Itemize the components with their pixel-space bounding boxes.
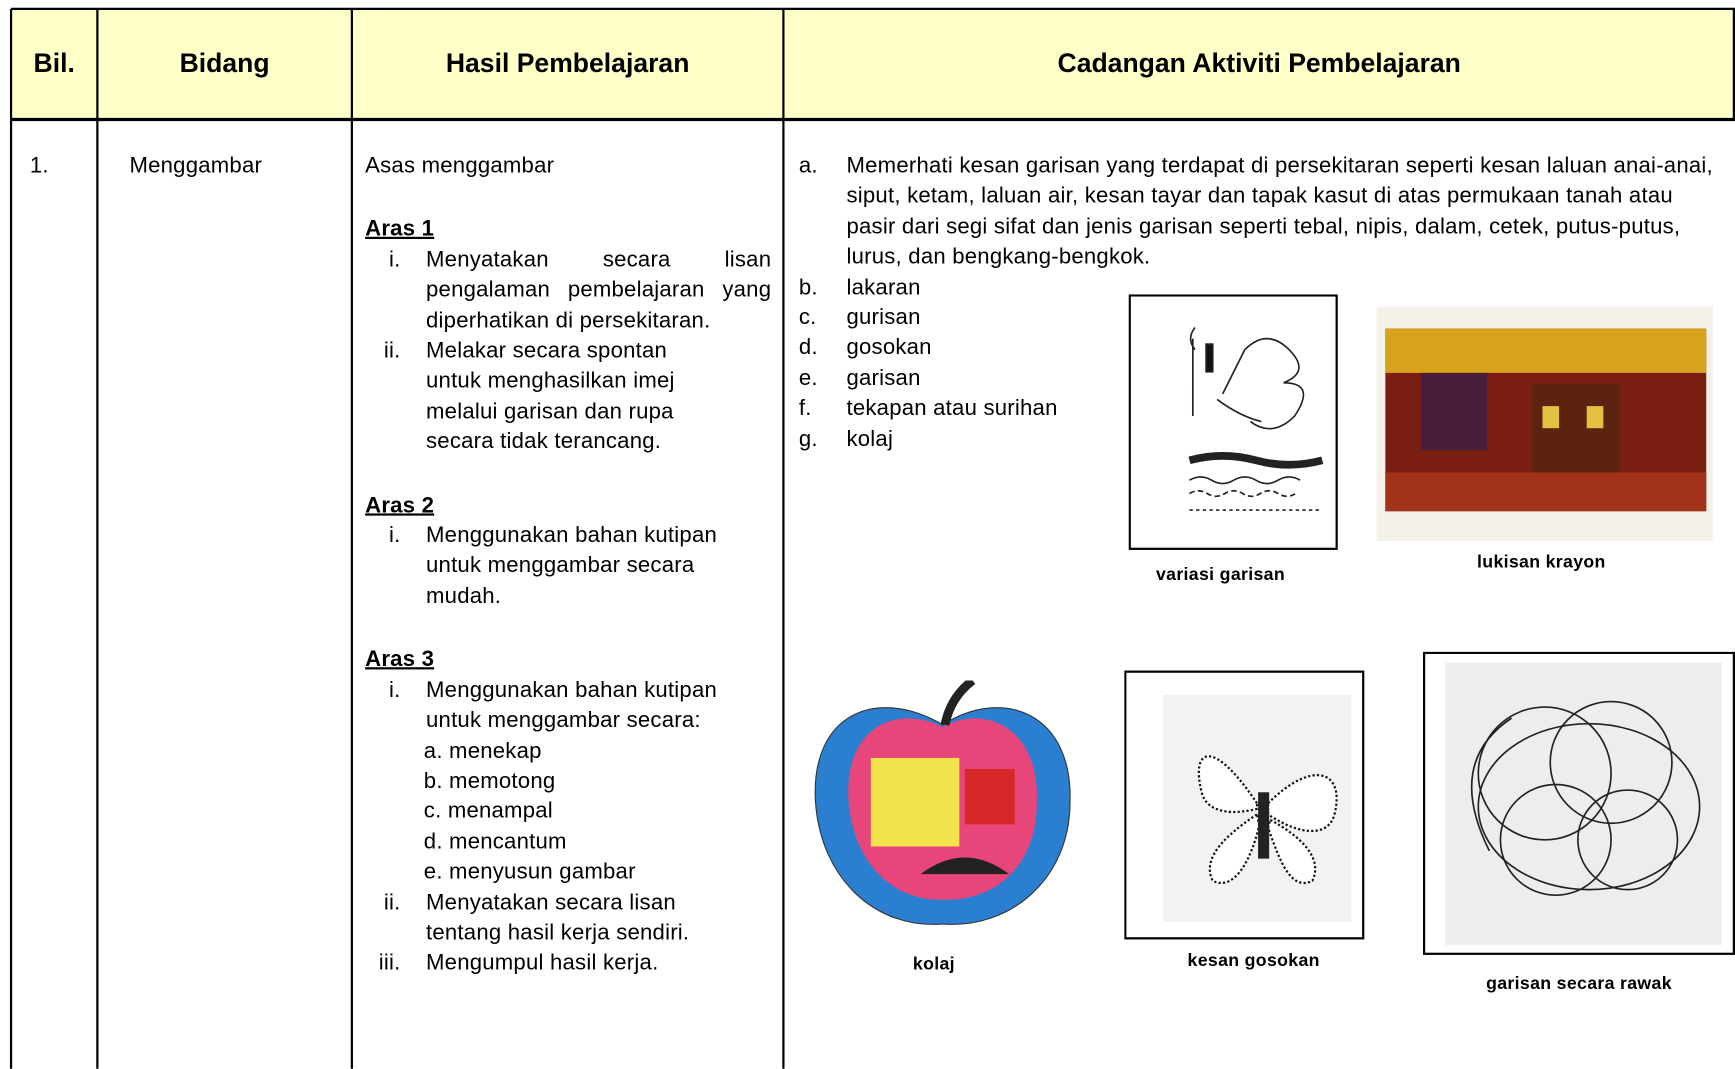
item-text: Melakar secara spontan untuk menghasilka…: [426, 338, 675, 454]
outcome-subitem: b. memotong: [423, 768, 556, 794]
outcomes: Asas menggambar Aras 1 i. Menyatakan secar…: [365, 152, 774, 979]
item-marker: ii.: [383, 338, 401, 363]
item-text: lakaran: [846, 275, 921, 300]
outcomes-intro: Asas menggambar: [365, 153, 555, 179]
item-marker: e.: [798, 366, 818, 391]
outcome-subitem: e. menyusun gambar: [423, 859, 636, 885]
item-marker: b.: [798, 275, 818, 300]
header-cell: Bil.: [33, 48, 75, 79]
figure-caption: kolaj: [912, 954, 955, 974]
figure-line-variation: [1128, 294, 1338, 550]
item-marker: ii.: [383, 890, 401, 915]
level-title: Aras 3: [365, 647, 435, 672]
activity-item: d. gosokan: [799, 334, 1728, 364]
activity-item: a. Memerhati kesan garisan yang terdapat …: [799, 152, 1728, 273]
outcome-item: ii. Menyatakan secara lisan tentang hasil…: [365, 888, 774, 949]
header-background: [11, 8, 1735, 120]
item-marker: iii.: [378, 950, 401, 976]
item-text: tekapan atau surihan: [846, 396, 1058, 421]
item-text: Memerhati kesan garisan yang terdapat di…: [846, 153, 1713, 270]
outcome-item: i. Menggunakan bahan kutipan untuk mengga…: [365, 521, 774, 612]
figure-caption: garisan secara rawak: [1486, 974, 1672, 994]
outcome-subitem: d. mencantum: [423, 829, 567, 854]
activity-item: f. tekapan atau surihan: [799, 394, 1728, 424]
item-text: Menggunakan bahan kutipan untuk menggamb…: [426, 523, 718, 609]
header-cell: Hasil Pembelajaran: [445, 48, 690, 79]
activities: a. Memerhati kesan garisan yang terdapat …: [799, 152, 1728, 455]
item-text: gosokan: [846, 335, 932, 361]
figure-caption: variasi garisan: [1155, 565, 1285, 585]
item-marker: c.: [798, 305, 817, 330]
activity-item: c. gurisan: [799, 303, 1728, 333]
row-number: 1.: [29, 153, 49, 179]
outcome-item: i. Menyatakan secara lisan pengalaman pem…: [365, 245, 774, 336]
figure-crayon: [1376, 306, 1713, 542]
item-marker: d.: [798, 335, 818, 361]
item-marker: i.: [389, 247, 401, 272]
figure-caption: kesan gosokan: [1187, 951, 1320, 971]
figure-rubbing: [1124, 670, 1365, 940]
grid-lines: [9, 7, 1735, 1069]
outcome-item: iii. Mengumpul hasil kerja.: [365, 949, 774, 979]
figure-caption: lukisan krayon: [1477, 553, 1606, 573]
item-text: Mengumpul hasil kerja.: [426, 950, 659, 976]
header-cell: Cadangan Aktiviti Pembelajaran: [1057, 48, 1461, 79]
item-text: kolaj: [846, 426, 894, 452]
header-cell: Bidang: [179, 48, 270, 79]
level-title: Aras 2: [365, 493, 435, 518]
figure-collage: [814, 680, 1071, 925]
activity-item: g. kolaj: [799, 425, 1728, 455]
outcome-subitem: c. menampal: [423, 799, 553, 824]
item-text: garisan: [846, 366, 921, 391]
item-text: gurisan: [846, 305, 921, 330]
item-text: Menggunakan bahan kutipan untuk menggamb…: [426, 677, 718, 733]
activity-item: b. lakaran: [799, 273, 1728, 303]
item-marker: i.: [389, 523, 401, 548]
item-marker: f.: [798, 396, 812, 421]
activity-item: e. garisan: [799, 364, 1728, 394]
field: Menggambar: [129, 153, 263, 179]
item-marker: a.: [798, 153, 818, 179]
outcome-item: ii. Melakar secara spontan untuk menghasi…: [365, 336, 774, 457]
item-marker: g.: [798, 426, 818, 452]
figure-random-lines: [1422, 651, 1735, 955]
outcome-subitem: a. menekap: [423, 738, 542, 763]
item-marker: i.: [389, 677, 401, 703]
level-title: Aras 1: [365, 217, 435, 242]
outcome-item: i. Menggunakan bahan kutipan untuk mengga…: [365, 676, 774, 737]
item-text: Menyatakan secara lisan pengalaman pembe…: [426, 247, 772, 333]
item-text: Menyatakan secara lisan tentang hasil ke…: [426, 890, 690, 945]
